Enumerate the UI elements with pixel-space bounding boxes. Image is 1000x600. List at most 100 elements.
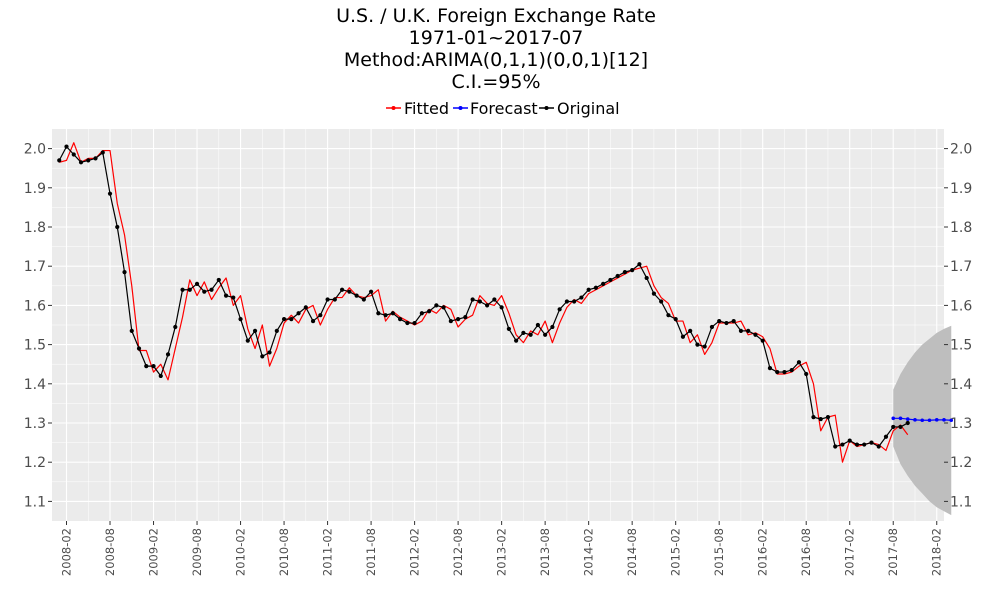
original-point [673,317,678,322]
original-point [86,158,91,163]
x-tick-label: 2010-08 [277,528,291,576]
x-tick-label: 2016-08 [799,528,813,576]
forecast-point [905,417,910,421]
original-point [194,281,200,286]
legend-key-original-point [544,106,549,110]
original-point [506,326,511,332]
original-point [680,334,686,339]
x-tick-label: 2016-02 [756,528,770,576]
original-point [659,299,664,304]
original-point [296,311,301,316]
original-point [347,289,352,294]
original-point [122,269,127,275]
original-point [318,313,323,318]
original-point [608,277,613,283]
original-point [572,299,577,304]
original-point [180,287,185,292]
original-point [738,328,744,333]
original-point [223,293,229,298]
y-tick-label: 1.4 [24,377,46,393]
original-point [579,295,584,300]
original-point [825,415,831,420]
original-point [368,289,374,294]
original-point [630,268,635,273]
original-point [173,324,178,330]
forecast-point [920,418,925,423]
original-point [354,293,359,298]
original-point [717,318,722,324]
original-point [724,320,729,326]
original-point [651,291,657,296]
y-tick-label: 2.0 [24,142,46,158]
y-tick-label-right: 1.2 [950,455,972,471]
original-point [514,338,519,343]
original-point [775,369,780,375]
x-tick-label: 2009-08 [190,528,204,576]
original-point [129,328,134,333]
original-point [731,318,736,324]
x-tick-label: 2010-02 [234,528,248,576]
original-point [666,313,671,318]
forecast-point [891,416,896,421]
y-tick-label-right: 1.4 [950,377,972,393]
original-point [71,152,76,157]
axes: 2.0 2.0 1.9 1.9 1.8 1.8 1.7 1.7 1.6 1.6 1.5 1.5 1.4 1… [24,142,973,576]
x-tick-label: 2008-02 [60,528,74,576]
original-point [158,373,163,379]
original-point [804,371,809,377]
y-tick-label-right: 2.0 [950,142,972,158]
original-point [332,297,337,302]
original-point [695,342,700,347]
original-point [390,311,395,316]
original-point [383,313,388,318]
original-point [528,332,533,337]
title-line-3: Method:ARIMA(0,1,1)(0,0,1)[12] [344,49,648,71]
original-point [231,295,236,300]
y-tick-label-right: 1.6 [950,298,972,314]
original-point [593,285,599,290]
grid [52,129,944,521]
legend-item-fitted: Fitted [386,99,449,118]
y-tick-label: 1.6 [24,298,46,314]
original-point [427,309,432,314]
original-point [325,297,330,302]
x-tick-label: 2014-08 [625,528,639,576]
original-point [78,160,84,165]
original-point [891,424,896,430]
x-tick-label: 2013-08 [538,528,552,576]
original-point [238,317,243,322]
original-point [637,262,642,267]
original-point [136,346,142,351]
x-tick-label: 2011-02 [321,528,335,576]
legend-label-fitted: Fitted [404,99,449,118]
y-tick-label: 1.8 [24,220,46,236]
original-point [419,311,424,316]
original-point [847,438,852,443]
original-point [550,324,555,330]
original-point [811,415,816,420]
original-point [854,442,860,447]
y-tick-label-right: 1.7 [950,259,972,275]
original-point [456,317,461,322]
original-point [564,299,569,304]
original-point [876,444,881,449]
original-point [115,224,120,230]
forecast-point [913,418,917,422]
original-point [398,317,403,322]
original-point [760,338,765,343]
original-point [151,364,156,369]
forecast-point [927,418,932,423]
forecast-point [934,418,939,422]
legend-label-original: Original [557,99,620,118]
forecast-point [898,416,903,421]
original-point [869,440,874,445]
original-point [709,324,715,330]
original-point [144,364,149,369]
original-point [252,328,258,333]
original-point [586,287,591,292]
original-point [434,303,439,308]
x-tick-label: 2009-02 [147,528,161,576]
x-tick-label: 2012-02 [408,528,422,576]
original-point [470,297,475,302]
